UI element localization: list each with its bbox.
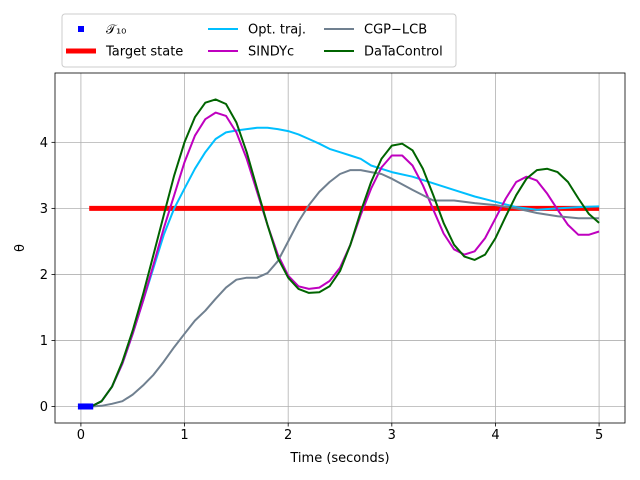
legend-label: Target state <box>105 45 183 60</box>
legend-item: Opt. traj. <box>208 23 306 38</box>
legend-item: 𝒯₁₀ <box>78 23 126 38</box>
x-tick-label: 0 <box>77 428 85 443</box>
legend-label: CGP−LCB <box>364 23 427 38</box>
x-tick-label: 1 <box>180 428 188 443</box>
series-datacontrol-line <box>90 98 600 408</box>
legend-marker <box>78 26 84 32</box>
x-tick-label: 2 <box>284 428 292 443</box>
y-tick-label: 2 <box>40 268 48 283</box>
legend-label: Opt. traj. <box>248 23 306 38</box>
y-tick-label: 0 <box>40 400 48 415</box>
tick-layer: 0 1 2 3 4 5 0 1 2 3 4 <box>40 136 604 443</box>
legend-item: CGP−LCB <box>324 23 427 38</box>
x-axis-label: Time (seconds) <box>289 451 389 466</box>
legend: 𝒯₁₀ Target state Opt. traj. SINDYc CGP−LCB Da… <box>61 13 457 68</box>
series-layer <box>77 98 600 410</box>
y-tick-label: 4 <box>40 136 48 151</box>
legend-item: DaTaControl <box>324 45 443 60</box>
plot-frame <box>54 72 626 424</box>
legend-item: SINDYc <box>208 45 294 60</box>
series-cgp-lcb-line <box>91 169 600 408</box>
legend-label: SINDYc <box>248 45 294 60</box>
legend-item: Target state <box>66 45 183 60</box>
x-tick-label: 4 <box>491 428 499 443</box>
data-point <box>87 403 94 410</box>
series-trajectory-markers <box>77 403 94 410</box>
x-tick-label: 5 <box>595 428 603 443</box>
x-tick-label: 3 <box>388 428 396 443</box>
y-axis-label: θ <box>13 244 28 252</box>
y-tick-label: 3 <box>40 202 48 217</box>
y-tick-label: 1 <box>40 334 48 349</box>
legend-label: 𝒯₁₀ <box>106 23 126 38</box>
legend-label: DaTaControl <box>364 45 443 60</box>
grid <box>55 73 625 423</box>
series-opt-traj-line <box>90 126 600 408</box>
legend-box <box>61 13 457 68</box>
